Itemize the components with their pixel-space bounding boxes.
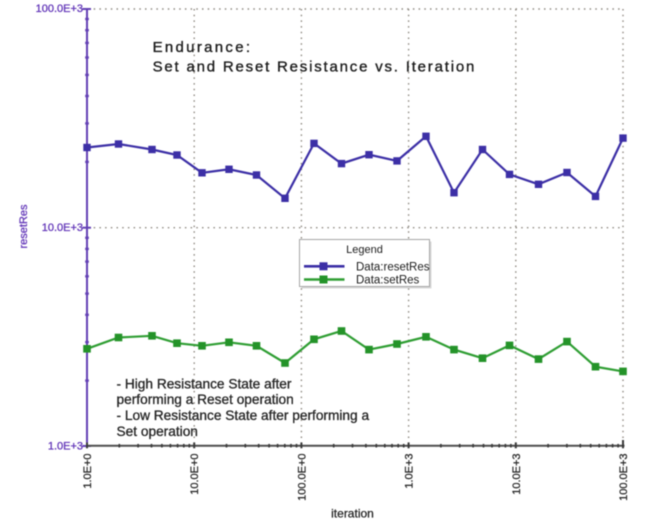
svg-text:100.0E+3: 100.0E+3 — [36, 3, 83, 15]
svg-text:Data:resetRes: Data:resetRes — [356, 261, 430, 273]
svg-text:10.0E+3: 10.0E+3 — [42, 222, 83, 234]
svg-text:performing a Reset operation: performing a Reset operation — [117, 392, 294, 407]
svg-text:1.0E+0: 1.0E+0 — [82, 454, 94, 489]
svg-text:resetRes: resetRes — [18, 204, 30, 249]
svg-text:10.0E+3: 10.0E+3 — [511, 454, 523, 495]
svg-text:Set operation: Set operation — [117, 424, 198, 439]
svg-text:100.0E+3: 100.0E+3 — [618, 454, 630, 501]
svg-text:Set and Reset Resistance vs. I: Set and Reset Resistance vs. Iteration — [153, 59, 477, 76]
svg-text:Endurance:: Endurance: — [153, 39, 253, 56]
svg-text:iteration: iteration — [331, 507, 374, 521]
svg-text:1.0E+3: 1.0E+3 — [48, 441, 83, 453]
svg-text:100.0E+0: 100.0E+0 — [296, 454, 308, 501]
svg-text:- Low Resistance State after p: - Low Resistance State after performing … — [117, 408, 370, 423]
svg-text:10.0E+0: 10.0E+0 — [189, 454, 201, 495]
svg-text:Data:setRes: Data:setRes — [356, 275, 420, 287]
svg-text:Legend: Legend — [346, 244, 383, 256]
svg-text:1.0E+3: 1.0E+3 — [404, 454, 416, 489]
svg-text:- High Resistance State after: - High Resistance State after — [117, 376, 292, 391]
